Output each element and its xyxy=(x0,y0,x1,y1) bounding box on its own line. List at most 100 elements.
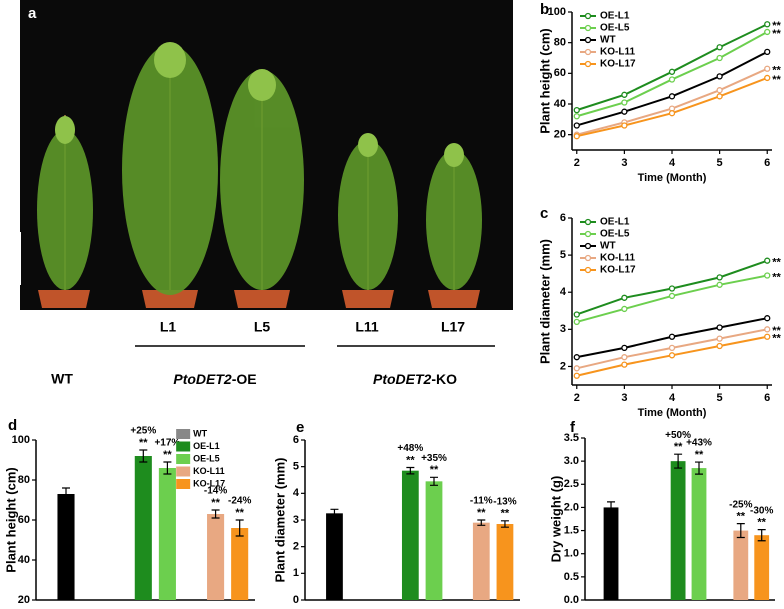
bar xyxy=(425,481,443,600)
change-label: -30% xyxy=(750,505,773,516)
bar xyxy=(670,461,686,600)
y-axis-title: Plant diameter (mm) xyxy=(537,239,552,364)
change-label: +50% xyxy=(665,430,691,441)
point xyxy=(716,87,723,94)
point xyxy=(573,113,580,120)
error-bar xyxy=(757,529,766,542)
legend-marker xyxy=(584,242,592,250)
point xyxy=(573,311,580,318)
error-bar xyxy=(674,453,683,469)
point xyxy=(621,91,628,98)
point xyxy=(668,76,676,83)
error-bar xyxy=(430,476,438,486)
point xyxy=(716,54,723,62)
point xyxy=(716,335,723,342)
significance: ** xyxy=(772,271,781,283)
point xyxy=(764,315,771,322)
point xyxy=(621,354,628,361)
error-bar xyxy=(211,509,220,519)
bar xyxy=(207,514,225,600)
y-tick-label: 2 xyxy=(293,541,299,553)
point xyxy=(716,44,723,51)
y-tick-label: 20 xyxy=(18,594,30,606)
y-tick-label: 80 xyxy=(554,37,566,49)
error-bar xyxy=(695,461,703,475)
legend-swatch xyxy=(176,429,191,439)
significance: ** xyxy=(477,507,486,519)
error-bar xyxy=(139,449,148,463)
legend-label: KO-L11 xyxy=(600,47,635,58)
y-tick-label: 40 xyxy=(554,98,566,110)
point xyxy=(668,285,676,292)
group-suffix: -OE xyxy=(232,371,257,387)
y-tick-label: 1.0 xyxy=(564,548,579,560)
x-tick-label: 4 xyxy=(669,392,676,404)
point xyxy=(621,305,628,313)
bar xyxy=(158,468,176,600)
y-tick-label: 80 xyxy=(18,474,30,486)
y-tick-label: 3 xyxy=(293,514,299,526)
change-label: -13% xyxy=(493,496,516,507)
x-tick-label: 3 xyxy=(621,392,627,404)
point xyxy=(621,99,628,106)
change-label: +48% xyxy=(397,443,423,454)
panel-label: d xyxy=(8,417,17,434)
legend-marker xyxy=(584,266,592,274)
change-label: +43% xyxy=(686,438,712,449)
panel-label: c xyxy=(540,205,548,222)
change-label: -25% xyxy=(729,499,752,510)
significance: ** xyxy=(772,20,781,32)
plant-label: L1 xyxy=(160,319,177,335)
legend-label: OE-L5 xyxy=(600,23,630,34)
legend-label: WT xyxy=(600,241,616,252)
legend-marker xyxy=(584,230,592,238)
error-bar xyxy=(500,520,509,528)
y-axis-title: Plant height (cm) xyxy=(3,467,18,572)
legend-marker xyxy=(584,60,592,68)
x-axis-title: Time (Month) xyxy=(638,407,707,419)
y-tick-label: 2.5 xyxy=(564,478,579,490)
gene-name: PtoDET2 xyxy=(173,371,232,387)
y-tick-label: 100 xyxy=(12,434,30,446)
point xyxy=(668,68,676,75)
significance: ** xyxy=(757,517,766,529)
point xyxy=(573,372,580,379)
error-bar xyxy=(62,487,71,501)
point xyxy=(764,21,771,28)
error-bar xyxy=(736,523,745,539)
x-tick-label: 2 xyxy=(574,157,580,169)
point xyxy=(764,257,771,264)
gene-name: PtoDET2 xyxy=(373,371,432,387)
plant-label: L11 xyxy=(355,319,379,335)
point xyxy=(716,342,723,350)
significance: ** xyxy=(674,441,683,453)
legend-label: KO-L17 xyxy=(193,478,225,488)
error-bar xyxy=(477,519,486,526)
point xyxy=(621,122,628,129)
significance: ** xyxy=(772,65,781,77)
legend-label: KO-L17 xyxy=(600,59,636,70)
y-tick-label: 4 xyxy=(293,487,300,499)
y-tick-label: 0.0 xyxy=(564,594,579,606)
change-label: -24% xyxy=(228,496,251,507)
point xyxy=(573,354,580,361)
significance: ** xyxy=(139,437,148,449)
x-tick-label: 2 xyxy=(574,392,580,404)
y-tick-label: 6 xyxy=(293,434,299,446)
group-suffix: -KO xyxy=(431,371,457,387)
plant-label: L5 xyxy=(254,319,271,335)
group-label: PtoDET2-KO xyxy=(373,371,457,387)
significance: ** xyxy=(211,497,220,509)
change-label: -11% xyxy=(470,496,493,507)
point xyxy=(764,65,771,72)
wt-label: WT xyxy=(51,371,73,387)
y-tick-label: 100 xyxy=(548,6,566,18)
bar xyxy=(691,468,707,600)
legend-marker xyxy=(584,48,592,56)
bar xyxy=(603,507,619,600)
x-tick-label: 5 xyxy=(717,392,723,404)
bar xyxy=(754,535,770,600)
group-label: PtoDET2-OE xyxy=(173,371,256,387)
panel-label: b xyxy=(540,1,549,18)
y-tick-label: 3.0 xyxy=(564,455,579,467)
